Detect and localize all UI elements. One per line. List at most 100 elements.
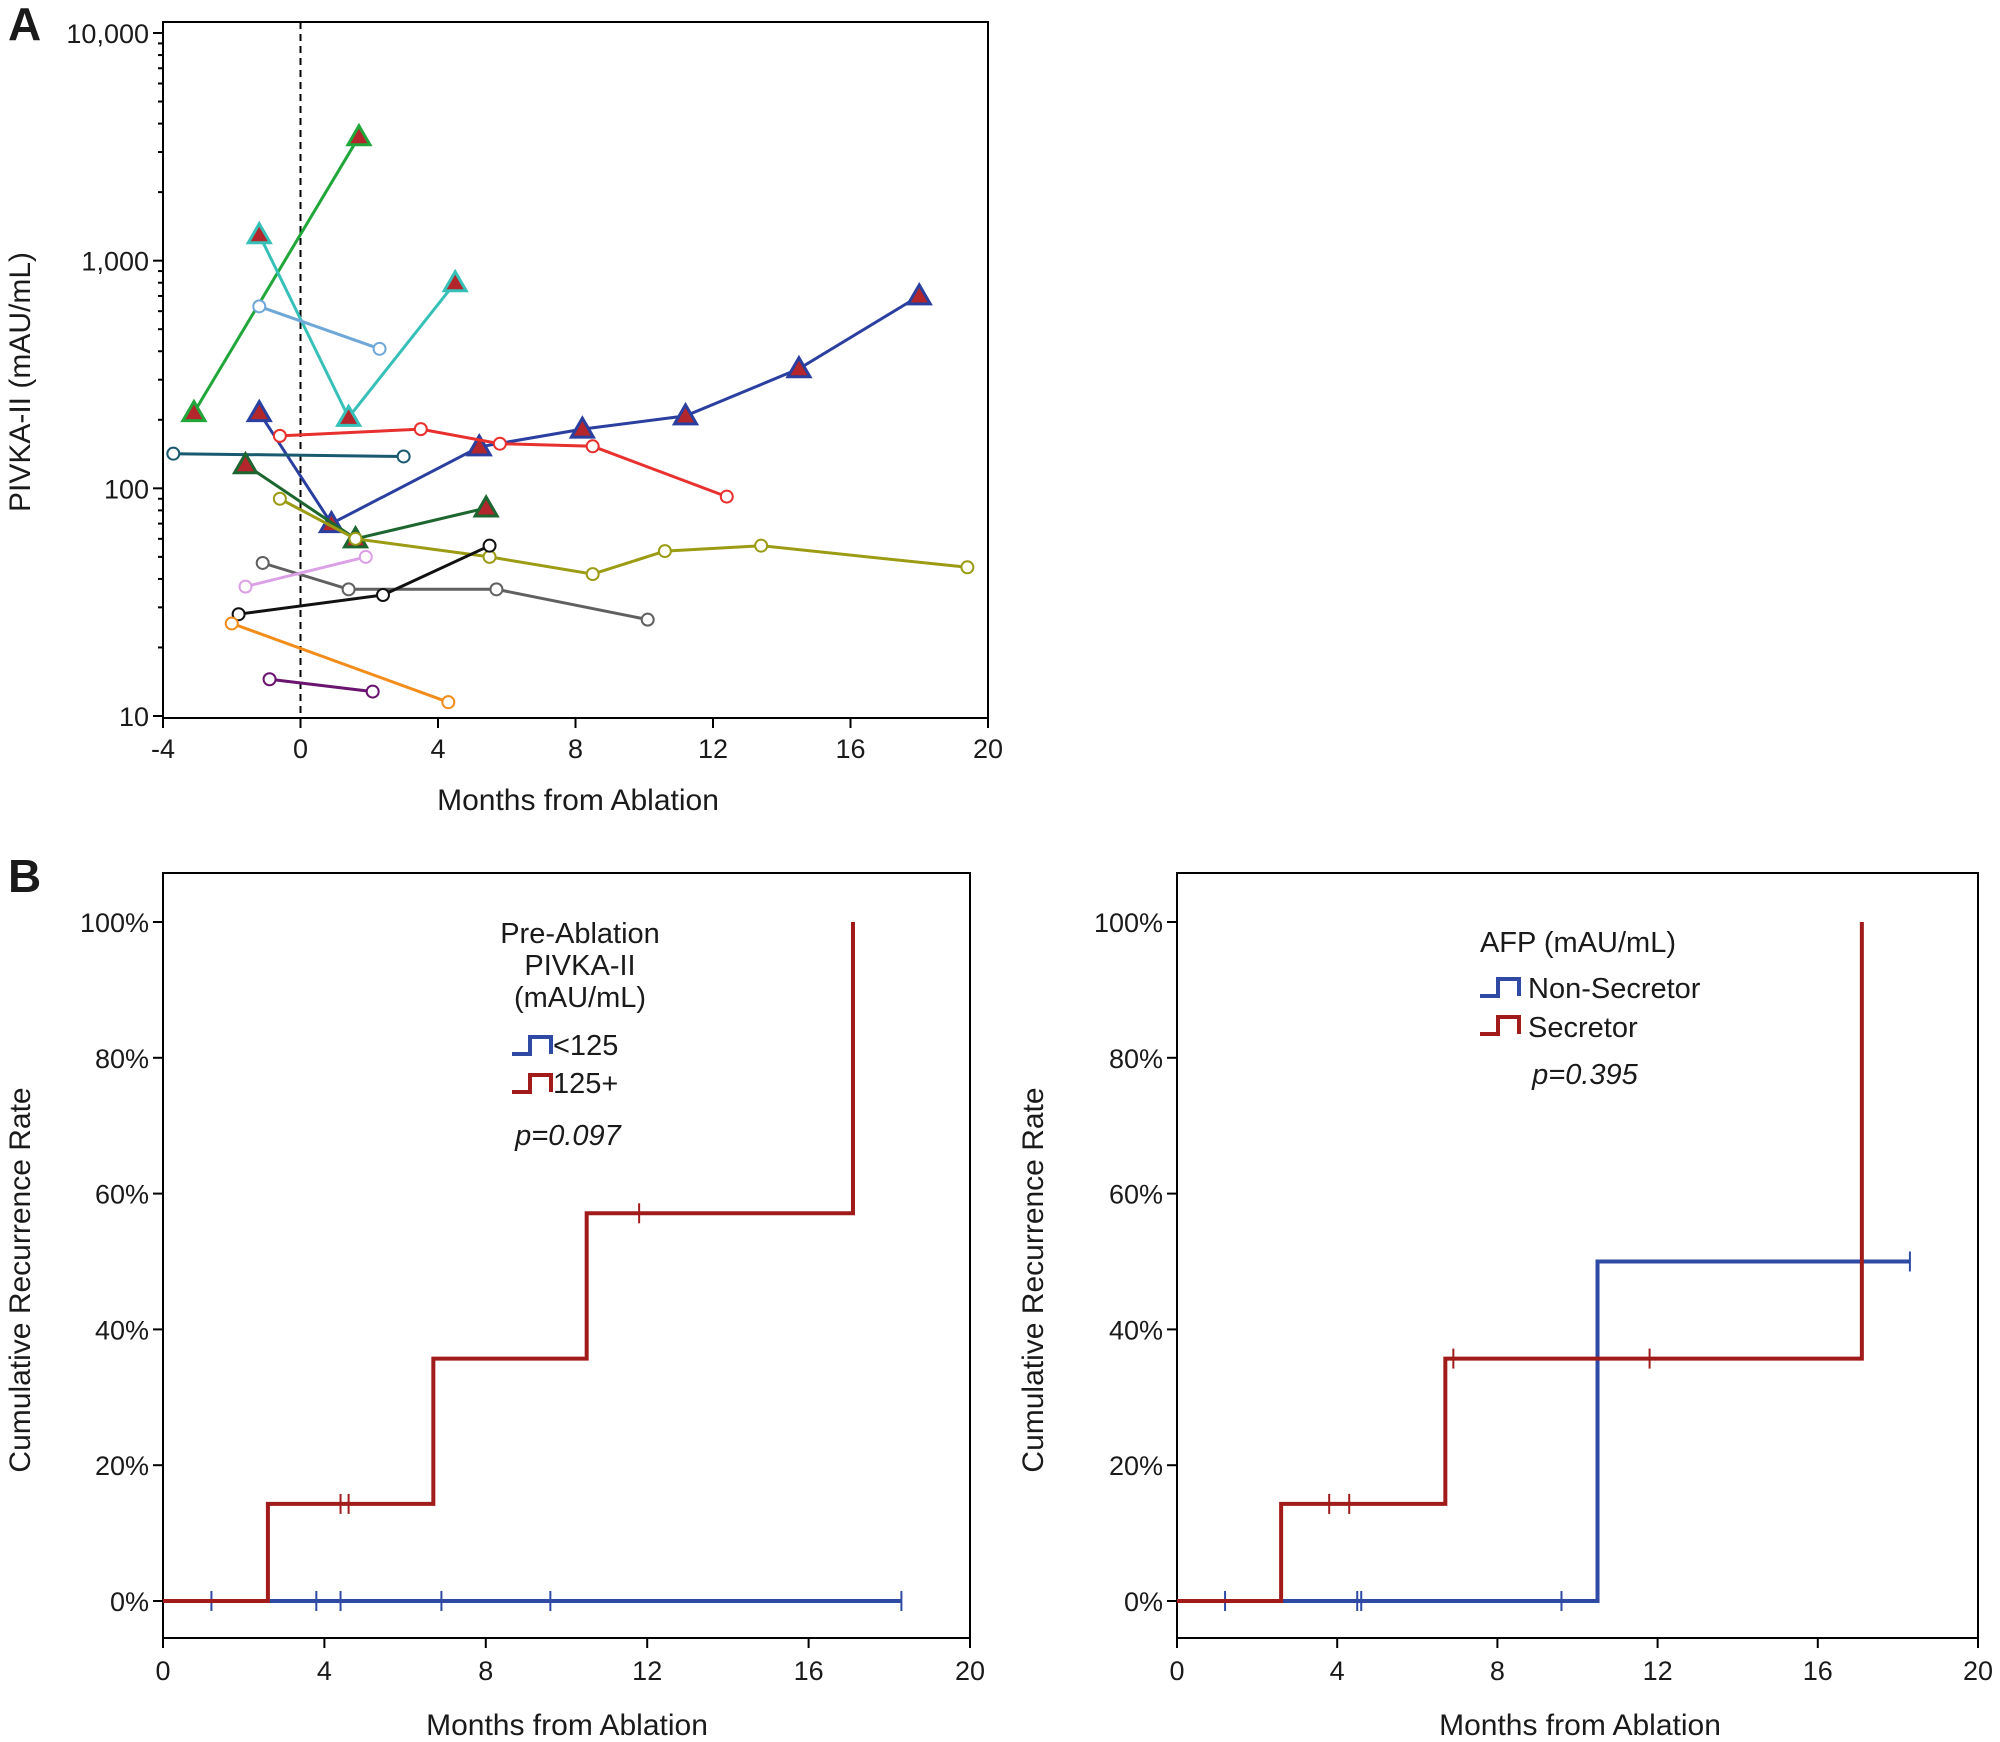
chart-a-x-tick-label: 4 [430,734,445,764]
chart-b2-legend-label-nonsecretor: Non-Secretor [1528,973,1701,1005]
chart-b1-x-tick-label: 0 [155,1656,170,1686]
chart-a-circle-point [358,549,373,564]
chart-a-frame [162,21,989,719]
chart-b2-y-tick-label: 40% [1109,1315,1163,1345]
chart-a-circle-point [376,587,390,602]
chart-a-circle-point [640,612,655,627]
chart-b2-x-tick-label: 20 [1963,1656,1993,1686]
chart-b2-x-tick-label: 4 [1330,1656,1345,1686]
chart-a-circle-point [252,299,267,314]
chart-b1-plot: 0 4 8 12 16 20 0% 20% 40% 60% 80% 100% [80,872,985,1686]
chart-a-triangle-point [245,220,273,245]
chart-b2-y-axis-title: Cumulative Recurrence Rate [1017,1087,1050,1472]
chart-b1-x-tick-label: 8 [478,1656,493,1686]
chart-a-circle-point [396,449,411,464]
chart-a-triangle-point [345,122,373,147]
chart-b2-legend-swatch-nonsecretor [1480,977,1521,998]
chart-b1-legend-label-above: 125+ [553,1068,618,1100]
chart-a-series-line [257,234,457,421]
chart-a-series-line [262,561,648,622]
chart-b2-plot: 0 4 8 12 16 20 0% 20% 40% 60% 80% 100% [1094,872,1993,1686]
chart-a-x-tick-label: 16 [835,734,865,764]
afp-recurrence-chart: 0 4 8 12 16 20 0% 20% 40% 60% 80% 100% Months from … [1017,872,1993,1742]
panel-a-label: A [8,0,41,50]
chart-b2-legend-title: AFP (mAU/mL) [1480,927,1676,959]
chart-a-y-axis-title: PIVKA-II (mAU/mL) [4,252,37,512]
chart-a-circle-point [231,607,246,622]
chart-b2-p-value: p=0.395 [1531,1059,1639,1091]
chart-a-circle-point [489,582,504,597]
chart-a-triangle-point [465,432,493,457]
chart-b2-x-axis-title: Months from Ablation [1439,1709,1721,1742]
chart-b2-x-tick-label: 16 [1803,1656,1833,1686]
chart-b1-legend-title-line-2: PIVKA-II [524,950,635,982]
chart-a-circle-point [272,491,287,506]
chart-a-series-line [269,677,373,694]
chart-b2-legend-swatch-secretor [1480,1015,1521,1036]
chart-b2-frame [1176,872,1979,1639]
chart-a-y-tick-label: 10,000 [66,19,149,49]
chart-b2-y-tick-label: 0% [1124,1587,1163,1617]
chart-b2-x-tick-label: 12 [1643,1656,1673,1686]
chart-a-x-tick-label: 8 [568,734,583,764]
chart-a-triangle-point [441,268,469,293]
chart-a-triangle-point [180,398,208,423]
chart-b1-frame [162,872,971,1639]
chart-b1-y-tick-label: 100% [80,908,149,938]
chart-b1-y-axis-title: Cumulative Recurrence Rate [4,1087,37,1472]
chart-a-circle-point [348,531,363,546]
chart-b2-x-tick-label: 8 [1490,1656,1505,1686]
chart-a-triangle-point [335,403,363,427]
chart-a-triangle-point [785,354,813,379]
chart-a-series-line [245,555,367,589]
chart-b2-y-tick-label: 80% [1109,1044,1163,1074]
chart-b1-x-tick-label: 12 [632,1656,662,1686]
chart-b1-legend-swatch-below [512,1035,553,1056]
chart-a-series-line [258,294,921,526]
chart-a-triangle-point [472,493,500,518]
chart-a-plot: -4 0 4 8 12 16 20 10 100 1,000 10,000 [66,19,1003,764]
chart-b1-step-line [163,922,855,1603]
chart-a-triangle-point [905,281,933,306]
chart-b1-legend-title-line-1: Pre-Ablation [500,918,660,950]
chart-b2-y-tick-label: 20% [1109,1451,1163,1481]
chart-b1-legend-label-below: <125 [553,1030,618,1062]
chart-a-circle-point [754,538,769,553]
chart-a-circle-point [585,439,600,454]
chart-a-series-line [258,304,381,351]
chart-b2-y-tick-label: 100% [1094,908,1163,938]
chart-a-x-tick-label: -4 [151,734,175,764]
panel-b-label: B [8,850,41,902]
pivka-recurrence-chart: 0 4 8 12 16 20 0% 20% 40% 60% 80% 100% Months from … [4,872,985,1742]
chart-b1-y-tick-label: 40% [95,1315,149,1345]
chart-a-series-line [279,497,968,576]
chart-a-x-axis-title: Months from Ablation [437,784,719,817]
chart-a-circle-point [585,567,600,582]
chart-b2-x-tick-label: 0 [1169,1656,1184,1686]
chart-b1-legend-swatch-above [512,1073,553,1094]
chart-a-y-tick-label: 1,000 [81,247,149,277]
chart-b1-x-tick-label: 16 [794,1656,824,1686]
chart-b1-y-tick-label: 80% [95,1044,149,1074]
chart-b2-legend-label-secretor: Secretor [1528,1012,1638,1044]
chart-a-circle-point [492,436,507,451]
chart-a-triangle-point [671,401,700,426]
chart-a-triangle-point [231,450,260,475]
chart-b1-x-tick-label: 20 [955,1656,985,1686]
chart-a-circle-point [482,538,497,553]
chart-a-series-line [192,136,361,414]
chart-b1-x-axis-title: Months from Ablation [426,1709,708,1742]
chart-a-circle-point [657,544,672,559]
chart-a-x-tick-label: 0 [293,734,308,764]
chart-b2-step-line [1177,922,1864,1603]
chart-a-circle-point [341,582,356,597]
chart-a-circle-point [441,695,456,710]
chart-a-circle-point [166,446,181,461]
chart-b1-y-tick-label: 20% [95,1451,149,1481]
chart-b1-p-value: p=0.097 [514,1120,623,1152]
chart-b1-legend-title-line-3: (mAU/mL) [514,982,646,1014]
chart-a-circle-point [372,341,387,356]
chart-a-triangle-point [568,415,596,439]
chart-a-circle-point [238,579,253,594]
